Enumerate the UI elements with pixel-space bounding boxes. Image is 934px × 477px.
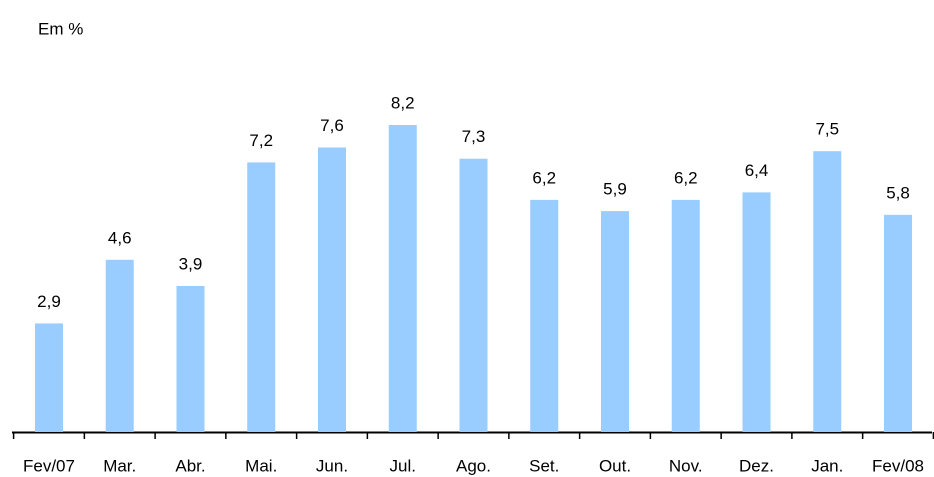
bar [742, 192, 771, 432]
value-label: 6,2 [532, 168, 556, 187]
value-label: 7,3 [462, 127, 486, 146]
bar [176, 285, 205, 432]
x-tick-label: Jul. [390, 456, 416, 475]
bar [317, 147, 346, 432]
value-label: 6,4 [745, 161, 769, 180]
x-tick-label: Ago. [456, 456, 491, 475]
x-tick-label: Mai. [245, 456, 277, 475]
bar [247, 162, 276, 432]
x-tick-label: Nov. [669, 456, 703, 475]
value-label: 3,9 [179, 254, 203, 273]
value-label: 7,6 [320, 116, 344, 135]
value-label: 5,8 [886, 183, 910, 202]
bar [34, 323, 63, 432]
value-label: 7,5 [815, 120, 839, 139]
bar [105, 259, 134, 432]
x-tick-label: Fev/08 [872, 456, 924, 475]
bar [601, 211, 630, 432]
x-tick-label: Dez. [739, 456, 774, 475]
value-label: 4,6 [108, 228, 132, 247]
chart-title: Em % [38, 19, 83, 38]
bar [813, 151, 842, 432]
bar [530, 199, 559, 432]
value-label: 8,2 [391, 93, 415, 112]
x-tick-label: Out. [599, 456, 631, 475]
value-label: 5,9 [603, 180, 627, 199]
bar [388, 125, 417, 432]
x-tick-label: Fev/07 [23, 456, 75, 475]
bar [459, 158, 488, 432]
value-label: 6,2 [674, 168, 698, 187]
x-tick-label: Jun. [316, 456, 348, 475]
x-tick-label: Mar. [103, 456, 136, 475]
value-label: 2,9 [37, 292, 61, 311]
x-tick-label: Jan. [811, 456, 843, 475]
x-tick-label: Set. [529, 456, 559, 475]
x-tick-label: Abr. [175, 456, 205, 475]
bar [884, 214, 913, 432]
value-label: 7,2 [249, 131, 273, 150]
bar [671, 199, 700, 432]
